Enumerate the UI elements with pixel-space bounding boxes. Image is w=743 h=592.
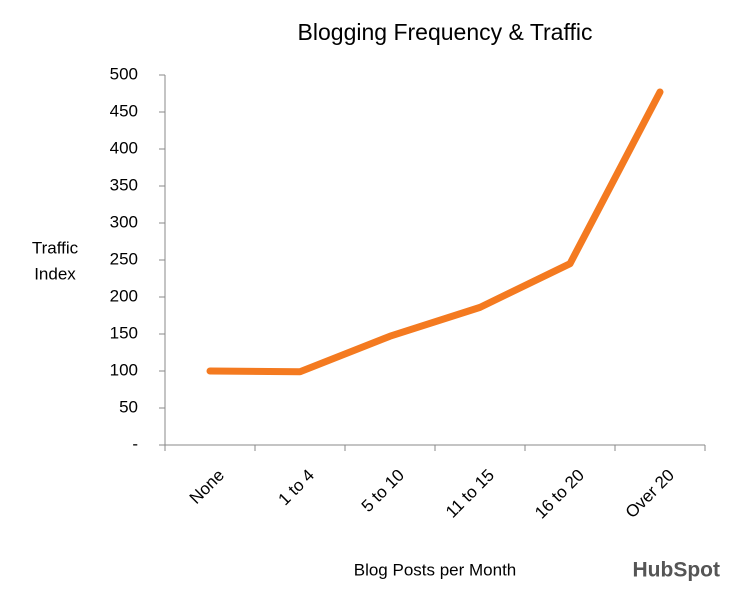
y-tick-label: 350 xyxy=(110,175,138,194)
y-tick-label: 250 xyxy=(110,249,138,268)
y-tick-label: 50 xyxy=(119,397,138,416)
y-tick-label: 300 xyxy=(110,212,138,231)
logo: HubSpot xyxy=(633,559,720,582)
y-tick-label: 100 xyxy=(110,360,138,379)
y-tick-label: 200 xyxy=(110,286,138,305)
y-tick-label: - xyxy=(132,434,138,453)
x-axis-label: Blog Posts per Month xyxy=(354,560,517,579)
y-tick-label: 500 xyxy=(110,64,138,83)
line-series xyxy=(206,88,664,376)
y-tick-label: 400 xyxy=(110,138,138,157)
x-tick-label: 5 to 10 xyxy=(358,466,408,516)
y-tick-label: 150 xyxy=(110,323,138,342)
x-tick-label: None xyxy=(186,466,228,508)
x-tick-label: Over 20 xyxy=(622,466,678,522)
y-axis-label: Traffic xyxy=(32,238,79,257)
y-tick-label: 450 xyxy=(110,101,138,120)
y-axis-label: Index xyxy=(34,264,76,283)
x-tick-label: 16 to 20 xyxy=(531,466,588,523)
chart-title: Blogging Frequency & Traffic xyxy=(298,19,593,45)
x-tick-label: 11 to 15 xyxy=(442,466,498,522)
x-tick-label: 1 to 4 xyxy=(274,466,318,510)
